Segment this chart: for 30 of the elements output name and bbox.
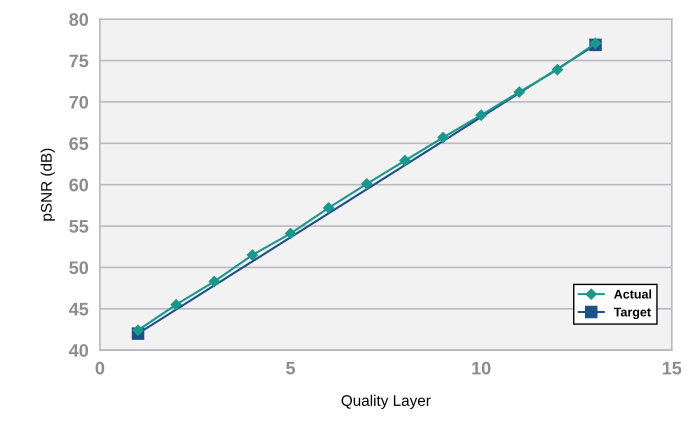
point — [514, 86, 525, 98]
y-tick-label: 65 — [69, 137, 88, 150]
point — [246, 249, 258, 261]
point — [323, 202, 334, 214]
y-tick-label: 40 — [68, 344, 88, 357]
y-tick-label: 70 — [69, 96, 88, 109]
x-axis-title: Quality Layer — [342, 394, 431, 409]
y-tick-label: 55 — [69, 220, 88, 233]
point — [437, 132, 449, 144]
y-tick-label: 75 — [69, 54, 88, 68]
point — [476, 110, 487, 121]
y-tick-label: 50 — [69, 261, 88, 274]
point — [132, 324, 144, 336]
point — [284, 228, 296, 240]
y-tick-label: 60 — [69, 178, 88, 192]
x-tick-label: 0 — [96, 362, 104, 375]
point — [590, 38, 602, 49]
x-tick-label: 10 — [472, 362, 490, 375]
point — [361, 178, 372, 190]
legend-label: Target — [614, 308, 651, 320]
x-tick-label: 5 — [286, 362, 296, 375]
point — [208, 276, 220, 288]
point — [399, 155, 411, 166]
point — [552, 64, 564, 76]
legend-label: Actual — [614, 289, 652, 299]
y-tick-label: 80 — [69, 13, 88, 26]
y-axis-title: pSNR (dB) — [40, 148, 55, 221]
point — [170, 299, 182, 310]
y-tick-label: 45 — [68, 302, 88, 316]
x-tick-label: 15 — [662, 362, 682, 375]
